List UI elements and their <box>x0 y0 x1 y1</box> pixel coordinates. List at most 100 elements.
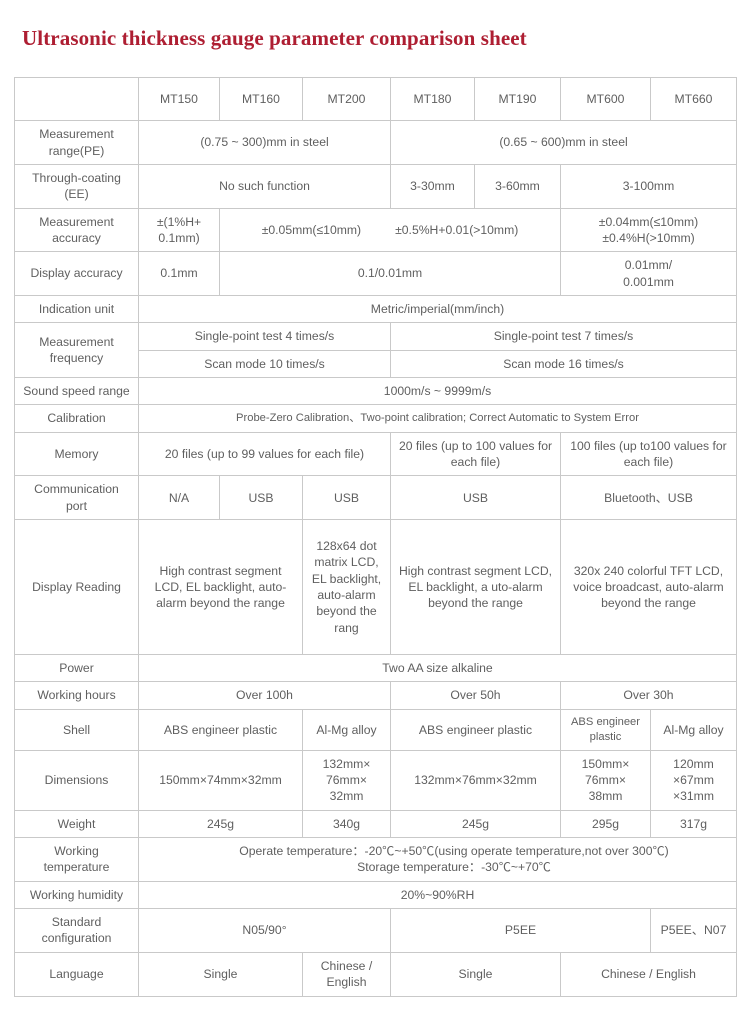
cell-language-c: Single <box>390 951 561 997</box>
cell-weight-a: 245g <box>138 809 303 839</box>
table-row-measurement-accuracy: Measurement accuracy ±(1%H+ 0.1mm) ±0.05… <box>14 207 737 253</box>
column-header-mt600: MT600 <box>560 77 651 122</box>
cell-display-reading-c: High contrast segment LCD, EL backlight,… <box>390 519 561 656</box>
cell-comm-port-b: USB <box>219 475 303 521</box>
row-label-sound-speed-range: Sound speed range <box>14 376 139 406</box>
row-label-working-hours: Working hours <box>14 681 139 710</box>
row-label-dimensions: Dimensions <box>14 749 139 811</box>
cell-measurement-accuracy-c: ±0.04mm(≤10mm) ±0.4%H(>10mm) <box>560 207 737 253</box>
cell-working-hours-c: Over 30h <box>560 681 737 710</box>
column-header-mt160: MT160 <box>219 77 303 122</box>
cell-measurement-accuracy-b: ±0.05mm(≤10mm) ±0.5%H+0.01(>10mm) <box>219 207 561 253</box>
cell-weight-c: 245g <box>390 809 561 839</box>
table-row-working-temperature: Working temperature Operate temperature：… <box>14 837 737 882</box>
cell-shell-c: ABS engineer plastic <box>390 708 561 751</box>
spec-table-container: MT150 MT160 MT200 MT180 MT190 MT600 MT66… <box>0 51 750 997</box>
cell-working-humidity: 20%~90%RH <box>138 880 737 910</box>
cell-shell-d: ABS engineer plastic <box>560 708 651 751</box>
display-accuracy-600-line1: 0.01mm/ <box>624 258 673 273</box>
cell-working-temperature: Operate temperature：-20℃~+50℃(using oper… <box>138 837 737 882</box>
table-row-measurement-range: Measurement range(PE) (0.75 ~ 300)mm in … <box>14 120 737 165</box>
table-row-shell: Shell ABS engineer plastic Al-Mg alloy A… <box>14 708 737 751</box>
cell-comm-port-a: N/A <box>138 475 220 521</box>
cell-through-coating-d: 3-100mm <box>560 163 737 209</box>
cell-display-reading-a: High contrast segment LCD, EL backlight,… <box>138 519 303 656</box>
accuracy-value-le10: ±0.05mm(≤10mm) <box>261 222 362 237</box>
table-corner-cell <box>14 77 139 122</box>
cell-indication-unit-a: Metric/imperial(mm/inch) <box>138 294 737 324</box>
cell-measurement-range-a: (0.75 ~ 300)mm in steel <box>138 120 391 165</box>
row-label-working-temperature: Working temperature <box>14 837 139 882</box>
cell-standard-config-a: N05/90° <box>138 908 391 953</box>
cell-working-hours-a: Over 100h <box>138 681 391 710</box>
cell-weight-b: 340g <box>302 809 391 839</box>
table-row-power: Power Two AA size alkaline <box>14 654 737 683</box>
column-header-mt180: MT180 <box>390 77 475 122</box>
cell-frequency-scan-a: Scan mode 10 times/s <box>138 349 391 378</box>
table-row-through-coating: Through-coating (EE) No such function 3-… <box>14 163 737 209</box>
column-header-mt200: MT200 <box>302 77 391 122</box>
accuracy-600-gt10: ±0.4%H(>10mm) <box>602 230 695 245</box>
row-label-measurement-range: Measurement range(PE) <box>14 120 139 165</box>
cell-through-coating-c: 3-60mm <box>474 163 561 209</box>
cell-dimensions-e: 120mm ×67mm ×31mm <box>650 749 737 811</box>
table-row-weight: Weight 245g 340g 245g 295g 317g <box>14 809 737 839</box>
table-row-display-accuracy: Display accuracy 0.1mm 0.1/0.01mm 0.01mm… <box>14 251 737 296</box>
spec-comparison-table: MT150 MT160 MT200 MT180 MT190 MT600 MT66… <box>14 77 737 997</box>
cell-working-hours-b: Over 50h <box>390 681 561 710</box>
cell-memory-a: 20 files (up to 99 values for each file) <box>138 431 391 477</box>
table-row-measurement-frequency-scan: Scan mode 10 times/s Scan mode 16 times/… <box>15 349 737 378</box>
row-label-calibration: Calibration <box>14 404 139 433</box>
table-row-measurement-frequency-single: Measurement frequency Single-point test … <box>14 322 737 378</box>
table-row-indication-unit: Indication unit Metric/imperial(mm/inch) <box>14 294 737 324</box>
cell-comm-port-d: USB <box>390 475 561 521</box>
row-label-language: Language <box>14 951 139 997</box>
cell-through-coating-b: 3-30mm <box>390 163 475 209</box>
operate-temperature-line: Operate temperature：-20℃~+50℃(using oper… <box>239 844 669 859</box>
cell-standard-config-b: P5EE <box>390 908 651 953</box>
cell-memory-b: 20 files (up to 100 values for each file… <box>390 431 561 477</box>
row-label-standard-configuration: Standard configuration <box>14 908 139 953</box>
cell-shell-e: Al-Mg alloy <box>650 708 737 751</box>
cell-language-d: Chinese / English <box>560 951 737 997</box>
row-label-shell: Shell <box>14 708 139 751</box>
cell-shell-a: ABS engineer plastic <box>138 708 303 751</box>
table-row-memory: Memory 20 files (up to 99 values for eac… <box>14 431 737 477</box>
cell-frequency-single-b: Single-point test 7 times/s <box>390 322 737 351</box>
table-row-sound-speed-range: Sound speed range 1000m/s ~ 9999m/s <box>14 376 737 406</box>
table-row-dimensions: Dimensions 150mm×74mm×32mm 132mm× 76mm× … <box>14 749 737 811</box>
cell-standard-config-c: P5EE、N07 <box>650 908 737 953</box>
cell-measurement-accuracy-a: ±(1%H+ 0.1mm) <box>138 207 220 253</box>
cell-measurement-range-b: (0.65 ~ 600)mm in steel <box>390 120 737 165</box>
cell-display-reading-b: 128x64 dot matrix LCD, EL backlight, aut… <box>302 519 391 656</box>
cell-display-accuracy-b: 0.1/0.01mm <box>219 251 561 296</box>
cell-comm-port-c: USB <box>302 475 391 521</box>
table-row-standard-configuration: Standard configuration N05/90° P5EE P5EE… <box>14 908 737 953</box>
cell-frequency-single-a: Single-point test 4 times/s <box>138 322 391 351</box>
cell-display-accuracy-a: 0.1mm <box>138 251 220 296</box>
column-header-mt150: MT150 <box>138 77 220 122</box>
cell-frequency-scan-b: Scan mode 16 times/s <box>390 349 737 378</box>
row-label-display-accuracy: Display accuracy <box>14 251 139 296</box>
table-row-working-humidity: Working humidity 20%~90%RH <box>14 880 737 910</box>
cell-comm-port-e: Bluetooth、USB <box>560 475 737 521</box>
table-row-calibration: Calibration Probe-Zero Calibration、Two-p… <box>14 404 737 433</box>
row-label-memory: Memory <box>14 431 139 477</box>
display-accuracy-600-line2: 0.001mm <box>623 274 674 289</box>
cell-weight-d: 295g <box>560 809 651 839</box>
table-header-row: MT150 MT160 MT200 MT180 MT190 MT600 MT66… <box>14 77 737 122</box>
cell-dimensions-d: 150mm× 76mm× 38mm <box>560 749 651 811</box>
cell-shell-b: Al-Mg alloy <box>302 708 391 751</box>
column-header-mt660: MT660 <box>650 77 737 122</box>
row-label-display-reading: Display Reading <box>14 519 139 656</box>
cell-memory-c: 100 files (up to100 values for each file… <box>560 431 737 477</box>
row-label-measurement-accuracy: Measurement accuracy <box>14 207 139 253</box>
row-label-through-coating: Through-coating (EE) <box>14 163 139 209</box>
cell-dimensions-c: 132mm×76mm×32mm <box>390 749 561 811</box>
cell-sound-speed-range: 1000m/s ~ 9999m/s <box>138 376 737 406</box>
cell-language-b: Chinese / English <box>302 951 391 997</box>
row-label-power: Power <box>14 654 139 683</box>
row-label-indication-unit: Indication unit <box>14 294 139 324</box>
table-row-display-reading: Display Reading High contrast segment LC… <box>14 519 737 656</box>
